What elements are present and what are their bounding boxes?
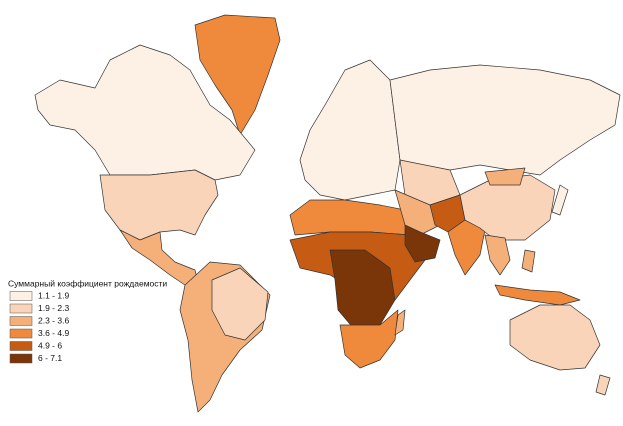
legend-swatch [9, 316, 33, 326]
brazil [211, 267, 269, 341]
philippines [521, 249, 536, 273]
middle-east [394, 189, 441, 236]
new-zealand [595, 374, 611, 396]
canada-alaska [34, 44, 256, 181]
legend-label: 3.6 - 4.9 [38, 328, 69, 338]
madagascar [394, 309, 406, 336]
southeast-asia [484, 234, 511, 276]
indonesia [494, 284, 581, 306]
legend: Суммарный коэффициент рождаемости 1.1 - … [8, 278, 167, 364]
legend-swatch [9, 291, 33, 301]
legend-label: 6 - 7.1 [38, 353, 62, 363]
legend-label: 1.9 - 2.3 [38, 303, 69, 313]
legend-swatch [9, 341, 33, 351]
arabia [404, 224, 441, 263]
greenland [194, 14, 281, 136]
mongolia [484, 167, 526, 186]
legend-label: 2.3 - 3.6 [38, 315, 69, 325]
legend-swatch [9, 303, 33, 314]
legend-label: 4.9 - 6 [38, 340, 62, 350]
japan [551, 184, 569, 216]
legend-swatch [9, 328, 33, 339]
southern-africa [339, 309, 399, 369]
australia [509, 304, 601, 371]
legend-swatch [9, 353, 33, 364]
legend-label: 1.1 - 1.9 [38, 290, 69, 300]
legend-title: Суммарный коэффициент рождаемости [8, 278, 167, 288]
